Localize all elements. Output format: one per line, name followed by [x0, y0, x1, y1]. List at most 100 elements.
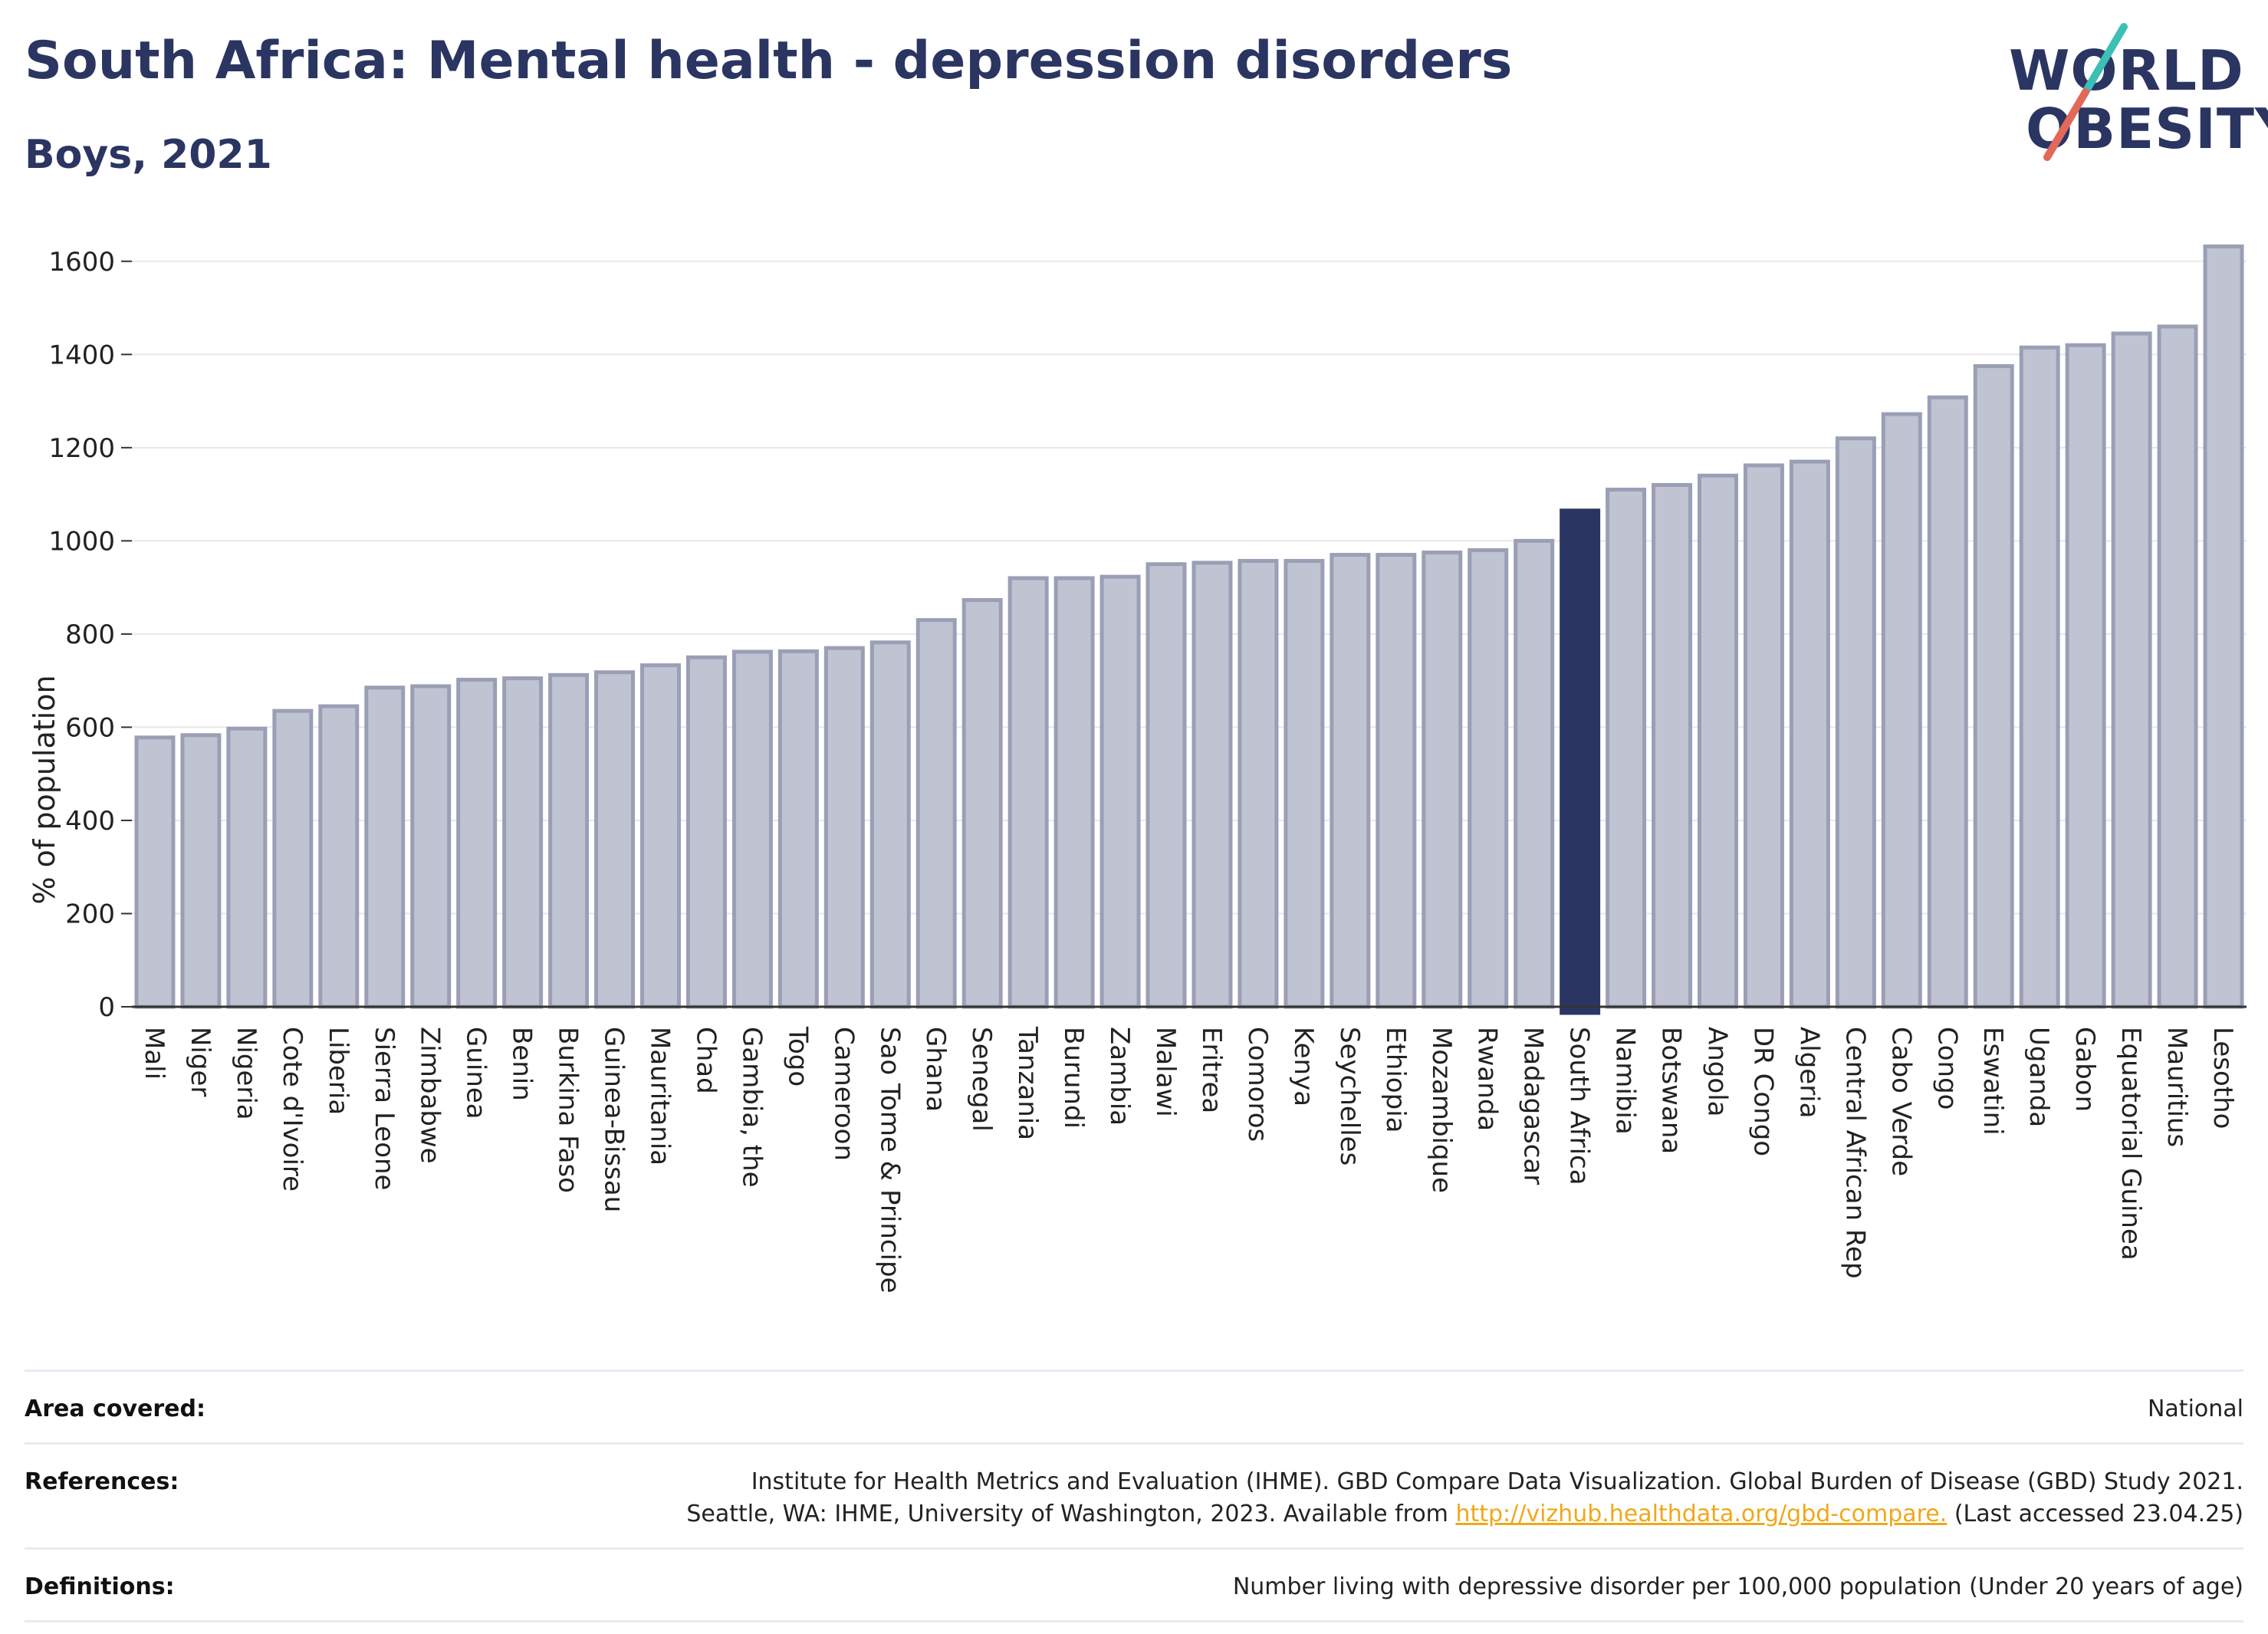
bar [1053, 576, 1095, 1009]
definitions-value: Number living with depressive disorder p… [1232, 1573, 2243, 1600]
x-tick-label: Gambia, the [736, 1027, 767, 1188]
x-axis-labels: Mali Niger Nigeria Cote d'Ivoire Liberia Sier… [139, 1026, 2238, 1294]
bar [915, 618, 957, 1009]
bar [640, 663, 681, 1009]
x-tick-label: Chad [690, 1027, 721, 1094]
x-tick-label: Liberia [323, 1027, 353, 1115]
bar [1835, 436, 1876, 1009]
x-tick-label: Mauritius [2161, 1027, 2192, 1147]
references-line-2: Seattle, WA: IHME, University of Washing… [686, 1498, 2243, 1530]
x-tick-label: Malawi [1150, 1027, 1181, 1117]
bar [364, 685, 406, 1009]
bar [1330, 553, 1371, 1009]
x-tick-label: Congo [1931, 1027, 1962, 1110]
x-tick-label: Botswana [1656, 1027, 1687, 1154]
bar [594, 670, 636, 1009]
bar [685, 655, 727, 1009]
bar [2111, 331, 2152, 1009]
x-tick-label: Eritrea [1196, 1027, 1227, 1113]
definitions-label: Definitions: [25, 1573, 175, 1600]
x-tick-label: Cote d'Ivoire [277, 1027, 307, 1192]
references-line-2-prefix: Seattle, WA: IHME, University of Washing… [686, 1501, 1456, 1527]
references-label: References: [25, 1468, 179, 1495]
references-line-2-suffix: (Last accessed 23.04.25) [1947, 1501, 2243, 1527]
y-tick-label: 1600 [48, 247, 115, 278]
y-tick-label: 1400 [48, 340, 115, 370]
bar [1652, 482, 1693, 1009]
bar [2019, 345, 2060, 1009]
bar [777, 649, 819, 1009]
x-tick-label: Seychelles [1334, 1027, 1365, 1165]
bars [134, 244, 2244, 1015]
x-tick-label: Zambia [1104, 1027, 1135, 1126]
bar [272, 709, 314, 1009]
logo-slash-icon [2043, 23, 2128, 161]
world-obesity-logo: WORLD OBESITY [2001, 23, 2268, 169]
bar [1422, 551, 1463, 1009]
x-tick-label: Burundi [1058, 1027, 1089, 1129]
bar [1881, 412, 1922, 1009]
references-link[interactable]: http://vizhub.healthdata.org/gbd-compare… [1455, 1501, 1948, 1527]
x-tick-label: Namibia [1610, 1027, 1641, 1135]
bar [1973, 363, 2014, 1009]
bar [1238, 558, 1279, 1009]
bar [1560, 508, 1601, 1015]
bar [1743, 463, 1784, 1009]
references-row: References: Institute for Health Metrics… [25, 1442, 2243, 1547]
bar-chart: 0 200 400 600 800 1000 1200 1400 1600 Mali Niger N… [48, 244, 2247, 1294]
x-tick-label: Guinea-Bissau [599, 1027, 629, 1212]
x-tick-label: Madagascar [1518, 1027, 1549, 1185]
x-tick-label: Senegal [966, 1027, 997, 1132]
x-tick-label: Equatorial Guinea [2115, 1027, 2146, 1261]
x-tick-label: Ghana [920, 1027, 951, 1112]
x-tick-label: Nigeria [231, 1027, 261, 1120]
chart-title: South Africa: Mental health - depression… [25, 31, 1513, 91]
bar [1284, 558, 1325, 1009]
bar [456, 677, 498, 1009]
y-axis-ticks: 0 200 400 600 800 1000 1200 1400 1600 [48, 247, 132, 1023]
bar [869, 640, 911, 1009]
bar [1698, 473, 1738, 1009]
x-tick-label: Niger [185, 1027, 215, 1096]
x-tick-label: Ethiopia [1380, 1027, 1411, 1133]
x-tick-label: Mozambique [1426, 1027, 1457, 1193]
x-tick-label: Lesotho [2207, 1027, 2238, 1129]
x-tick-label: Cabo Verde [1885, 1027, 1916, 1176]
references-line-1: Institute for Health Metrics and Evaluat… [751, 1468, 2243, 1495]
y-tick-label: 1000 [48, 526, 115, 557]
x-tick-label: Mauritania [645, 1027, 675, 1165]
info-footer: Area covered: National References: Insti… [25, 1369, 2243, 1622]
x-tick-label: Angola [1702, 1027, 1733, 1116]
area-covered-value: National [2147, 1396, 2243, 1422]
bar [2157, 324, 2198, 1009]
x-tick-label: Burkina Faso [553, 1027, 583, 1193]
bar [1192, 561, 1233, 1009]
x-tick-label: Benin [507, 1027, 537, 1101]
x-tick-label: Rwanda [1472, 1027, 1503, 1131]
y-tick-label: 200 [65, 899, 115, 929]
bar [410, 684, 452, 1009]
bar [502, 676, 544, 1009]
references-text: Institute for Health Metrics and Evaluat… [686, 1466, 2243, 1530]
x-tick-label: Algeria [1793, 1027, 1824, 1118]
x-tick-label: Togo [782, 1026, 813, 1087]
x-tick-label: Sierra Leone [369, 1027, 399, 1190]
y-tick-label: 800 [65, 620, 115, 650]
definitions-row: Definitions: Number living with depressi… [25, 1547, 2243, 1622]
x-tick-label: Cameroon [828, 1027, 859, 1161]
bar [1376, 553, 1417, 1009]
bar [1468, 548, 1509, 1009]
bar [1514, 538, 1555, 1009]
bar [134, 735, 176, 1009]
x-tick-label: Guinea [461, 1027, 491, 1119]
bar [1606, 488, 1647, 1009]
area-covered-row: Area covered: National [25, 1369, 2243, 1442]
x-tick-label: Zimbabwe [415, 1027, 445, 1164]
bar [548, 672, 590, 1009]
x-tick-label: Comoros [1242, 1027, 1273, 1142]
bar [2065, 343, 2106, 1009]
x-tick-label: Kenya [1288, 1027, 1319, 1106]
bar [961, 598, 1003, 1009]
x-tick-label: Gabon [2069, 1027, 2100, 1112]
area-covered-label: Area covered: [25, 1396, 205, 1422]
